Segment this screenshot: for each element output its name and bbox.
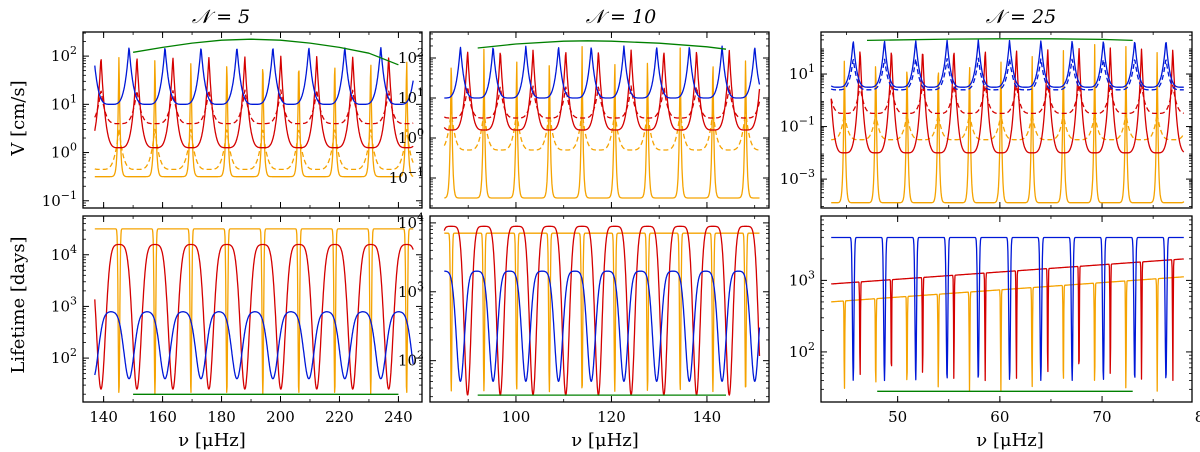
series-l-2-dashed- (830, 57, 1184, 91)
bot-1-ytick-label: 103 (398, 280, 424, 301)
top-0-ytick-label: 10−1 (42, 189, 77, 210)
series-l-1 (94, 55, 414, 149)
panel-1-lifetime: 102 103 104 100 120 140 (398, 211, 770, 426)
top-0-ytick-label: 101 (51, 92, 77, 113)
bot-1-xtick-label: 100 (502, 408, 531, 426)
bot-0-ytick-label: 104 (51, 243, 77, 264)
xlabel-n10: ν [μHz] (571, 430, 639, 451)
panel-1-velocity: 10−1 100 101 102 (389, 31, 770, 209)
plot-layer: 10−1 100 101 102 102 103 104 140 160 180 200 220 240… (42, 31, 1200, 426)
top-2-ytick-label: 10−1 (780, 115, 815, 136)
title-n5: 𝒩 = 5 (192, 6, 250, 28)
series-l-1 (443, 49, 761, 131)
top-0-frame (82, 31, 423, 209)
series-l-1-dashed- (94, 89, 414, 125)
bot-0-xtick-label: 180 (207, 408, 236, 426)
lifetime-series-l-2 (830, 236, 1185, 382)
panel-0-velocity: 10−1 100 101 102 (42, 31, 423, 210)
top-2-ytick-label: 101 (789, 62, 815, 83)
bot-2-frame (820, 215, 1193, 403)
top-1-ytick-label: 10−1 (389, 166, 424, 187)
top-2-frame (820, 31, 1193, 209)
bot-0-xtick-label: 220 (325, 408, 354, 426)
lifetime-series-l-0 (444, 232, 760, 393)
envelope-line (866, 38, 1133, 42)
series-l-0 (94, 57, 414, 178)
bot-2-ytick-label: 102 (789, 340, 815, 361)
lifetime-series-l-1 (94, 243, 414, 390)
bot-1-xtick-label: 140 (693, 408, 722, 426)
series-l-2 (444, 45, 761, 99)
bot-0-xtick-label: 200 (266, 408, 295, 426)
series-l-0-dashed- (831, 112, 1185, 141)
panel-0-lifetime: 102 103 104 140 160 180 200 220 240 (51, 215, 423, 426)
xlabel-n25: ν [μHz] (976, 430, 1044, 451)
ylabel-velocity: V [cm/s] (8, 80, 29, 156)
top-1-ytick-label: 101 (398, 86, 424, 107)
bot-2-ytick-label: 103 (789, 268, 815, 289)
envelope-line (132, 38, 399, 66)
bot-1-ytick-label: 102 (398, 349, 424, 370)
bot-0-xtick-label: 160 (148, 408, 177, 426)
top-1-ytick-label: 100 (398, 126, 424, 147)
bot-0-xtick-label: 240 (384, 408, 413, 426)
bot-2-xtick-label: 50 (888, 408, 907, 426)
envelope-line (477, 40, 727, 50)
top-0-ytick-label: 102 (51, 44, 77, 65)
title-n25: 𝒩 = 25 (986, 6, 1056, 28)
series-l-0-dashed- (443, 109, 760, 151)
bot-2-xtick-label: 70 (1093, 408, 1112, 426)
lifetime-series-l-2 (444, 270, 761, 382)
bot-1-frame (429, 215, 770, 403)
top-1-ytick-label: 102 (398, 46, 424, 67)
bot-0-xtick-label: 140 (89, 408, 118, 426)
panel-2-velocity: 10−3 10−1 101 (780, 31, 1193, 209)
bot-0-ytick-label: 103 (51, 294, 77, 315)
series-l-2 (830, 39, 1184, 88)
series-l-1-dashed- (830, 83, 1184, 115)
series-l-0 (444, 46, 760, 199)
lifetime-series-l-0 (94, 228, 414, 395)
ylabel-lifetime: Lifetime [days] (8, 236, 29, 373)
lifetime-series-l-1 (443, 225, 761, 396)
panel-2-lifetime: 102 103 50 60 70 80 (789, 215, 1200, 426)
title-n10: 𝒩 = 10 (586, 6, 656, 28)
lifetime-series-l-1 (830, 258, 1185, 382)
series-l-1-dashed- (444, 85, 761, 119)
top-0-ytick-label: 100 (51, 141, 77, 162)
bot-1-ytick-label: 104 (398, 211, 424, 232)
bot-0-frame (82, 215, 423, 403)
bot-2-xtick-label: 80 (1195, 408, 1200, 426)
top-1-frame (429, 31, 770, 209)
top-2-ytick-label: 10−3 (780, 167, 815, 188)
bot-0-ytick-label: 102 (51, 346, 77, 367)
lifetime-series-l-0 (830, 276, 1185, 392)
bot-1-xtick-label: 120 (597, 408, 626, 426)
lifetime-series-l-2 (94, 311, 414, 380)
bot-2-xtick-label: 60 (990, 408, 1009, 426)
xlabel-n5: ν [μHz] (178, 430, 246, 451)
series-l-0 (831, 43, 1185, 204)
series-l-2 (94, 46, 414, 105)
series-l-0-dashed- (94, 128, 414, 171)
